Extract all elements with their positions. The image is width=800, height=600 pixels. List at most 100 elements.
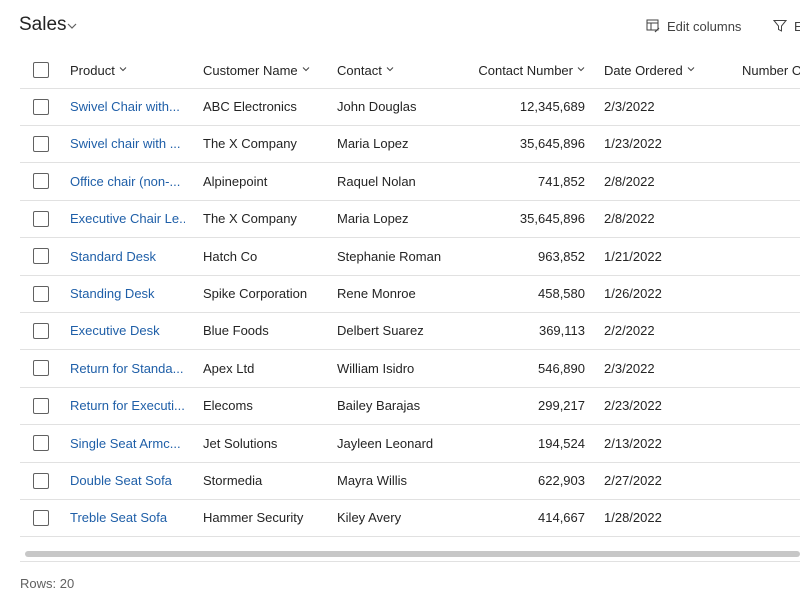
command-bar: Sales Edit columns E: [0, 0, 800, 54]
column-header-label: Contact: [337, 62, 382, 78]
cell-contact: Maria Lopez: [337, 211, 409, 227]
chevron-down-icon: [386, 67, 394, 72]
cell-product[interactable]: Standard Desk: [70, 248, 156, 264]
cell-product[interactable]: Executive Chair Le...: [70, 211, 185, 227]
cell-product[interactable]: Return for Executi...: [70, 398, 185, 414]
cell-date-ordered: 1/28/2022: [604, 510, 662, 526]
table-row[interactable]: Treble Seat Sofa Hammer Security Kiley Ave…: [20, 499, 800, 538]
cell-date-ordered: 2/8/2022: [604, 211, 655, 227]
cell-contact-number: 369,113: [538, 323, 585, 339]
cell-contact: Rene Monroe: [337, 286, 416, 301]
column-header-label: Date Ordered: [604, 62, 683, 78]
column-header-customer-name[interactable]: Customer Name: [203, 52, 333, 88]
cell-contact: Jayleen Leonard: [337, 435, 434, 451]
row-checkbox[interactable]: [33, 285, 49, 302]
cell-contact: Raquel Nolan: [337, 173, 416, 189]
row-checkbox[interactable]: [33, 397, 49, 414]
select-all-checkbox[interactable]: [33, 62, 49, 78]
page-title[interactable]: Sales: [19, 14, 67, 35]
cell-contact-number: 963,852: [538, 248, 585, 264]
cell-contact-number: 194,524: [538, 435, 585, 451]
column-header-number-ordered[interactable]: Number O: [742, 52, 800, 88]
cell-product[interactable]: Return for Standa...: [70, 360, 184, 376]
cell-date-ordered: 1/21/2022: [604, 248, 662, 264]
edit-columns-label: Edit columns: [667, 19, 742, 34]
cell-contact: William Isidro: [337, 360, 415, 376]
row-checkbox[interactable]: [33, 248, 49, 265]
cell-contact-number: 414,667: [538, 510, 585, 526]
cell-product[interactable]: Swivel chair with ...: [70, 136, 181, 152]
table-row[interactable]: Executive Desk Blue Foods Delbert Suarez 36…: [20, 312, 800, 351]
edit-columns-icon: [646, 19, 660, 33]
column-header-label: Product: [70, 62, 115, 78]
table-row[interactable]: Swivel Chair with... ABC Electronics John …: [20, 88, 800, 126]
cell-date-ordered: 2/8/2022: [604, 173, 655, 189]
cell-product[interactable]: Treble Seat Sofa: [70, 510, 168, 526]
cell-contact-number: 622,903: [538, 473, 585, 488]
row-checkbox[interactable]: [33, 472, 49, 489]
cell-date-ordered: 2/2/2022: [604, 323, 655, 339]
column-header-label: Number O: [742, 62, 800, 78]
chevron-down-icon[interactable]: [66, 20, 78, 32]
cell-contact: Delbert Suarez: [337, 323, 424, 339]
cell-product[interactable]: Single Seat Armc...: [70, 435, 181, 451]
cell-customer-name: Blue Foods: [203, 323, 269, 339]
table-row[interactable]: Executive Chair Le... The X Company Maria …: [20, 200, 800, 239]
cell-contact: Bailey Barajas: [337, 398, 421, 414]
cell-customer-name: Stormedia: [203, 473, 263, 488]
horizontal-scrollbar[interactable]: [25, 551, 800, 557]
column-header-contact-number[interactable]: Contact Number: [475, 52, 585, 88]
table-row[interactable]: Return for Standa... Apex Ltd William Isid…: [20, 350, 800, 388]
filter-icon: [773, 20, 787, 32]
column-header-label: Contact Number: [478, 62, 573, 78]
cell-contact: John Douglas: [337, 99, 417, 114]
table-row[interactable]: Standing Desk Spike Corporation Rene Monro…: [20, 275, 800, 313]
cell-product[interactable]: Standing Desk: [70, 286, 155, 301]
cell-customer-name: Elecoms: [203, 398, 253, 414]
cell-contact-number: 12,345,689: [519, 99, 585, 114]
cell-date-ordered: 2/27/2022: [604, 473, 662, 488]
cell-product[interactable]: Swivel Chair with...: [70, 99, 180, 114]
filter-label: E: [794, 19, 800, 34]
cell-customer-name: The X Company: [203, 211, 297, 227]
cell-product[interactable]: Double Seat Sofa: [70, 473, 172, 488]
table-row[interactable]: Return for Executi... Elecoms Bailey Baraj…: [20, 387, 800, 426]
row-checkbox[interactable]: [33, 435, 49, 452]
row-checkbox[interactable]: [33, 210, 49, 227]
cell-contact-number: 546,890: [538, 360, 585, 376]
table-row[interactable]: Single Seat Armc... Jet Solutions Jayleen …: [20, 425, 800, 463]
cell-customer-name: ABC Electronics: [203, 99, 297, 114]
row-checkbox[interactable]: [33, 509, 49, 526]
column-header-date-ordered[interactable]: Date Ordered: [604, 52, 724, 88]
cell-contact-number: 458,580: [538, 286, 585, 301]
rows-count: Rows: 20: [20, 576, 75, 591]
row-checkbox[interactable]: [33, 98, 49, 115]
cell-customer-name: Alpinepoint: [203, 173, 268, 189]
cell-date-ordered: 2/3/2022: [604, 360, 655, 376]
cell-date-ordered: 2/13/2022: [604, 435, 662, 451]
cell-date-ordered: 1/26/2022: [604, 286, 662, 301]
column-header-contact[interactable]: Contact: [337, 52, 472, 88]
cell-customer-name: Hatch Co: [203, 248, 258, 264]
table-row[interactable]: Standard Desk Hatch Co Stephanie Roman 963,…: [20, 238, 800, 276]
table-row[interactable]: Office chair (non-... Alpinepoint Raquel N…: [20, 163, 800, 201]
sales-grid: Product Customer Name Contact Contact Nu…: [20, 52, 800, 542]
row-checkbox[interactable]: [33, 173, 49, 190]
row-checkbox[interactable]: [33, 135, 49, 152]
cell-customer-name: Jet Solutions: [203, 435, 278, 451]
cell-product[interactable]: Executive Desk: [70, 323, 160, 339]
chevron-down-icon: [577, 67, 585, 72]
cell-contact-number: 741,852: [538, 173, 585, 189]
cell-customer-name: The X Company: [203, 136, 297, 152]
cell-contact-number: 35,645,896: [519, 211, 585, 227]
table-row[interactable]: Double Seat Sofa Stormedia Mayra Willis 622…: [20, 462, 800, 500]
table-header-row: Product Customer Name Contact Contact Nu…: [20, 52, 800, 89]
cell-product[interactable]: Office chair (non-...: [70, 173, 181, 189]
cell-contact-number: 35,645,896: [519, 136, 585, 152]
column-header-product[interactable]: Product: [70, 52, 185, 88]
row-checkbox[interactable]: [33, 360, 49, 377]
row-checkbox[interactable]: [33, 322, 49, 339]
table-row[interactable]: Swivel chair with ... The X Company Maria …: [20, 125, 800, 164]
cell-contact-number: 299,217: [538, 398, 585, 414]
chevron-down-icon: [687, 67, 695, 72]
